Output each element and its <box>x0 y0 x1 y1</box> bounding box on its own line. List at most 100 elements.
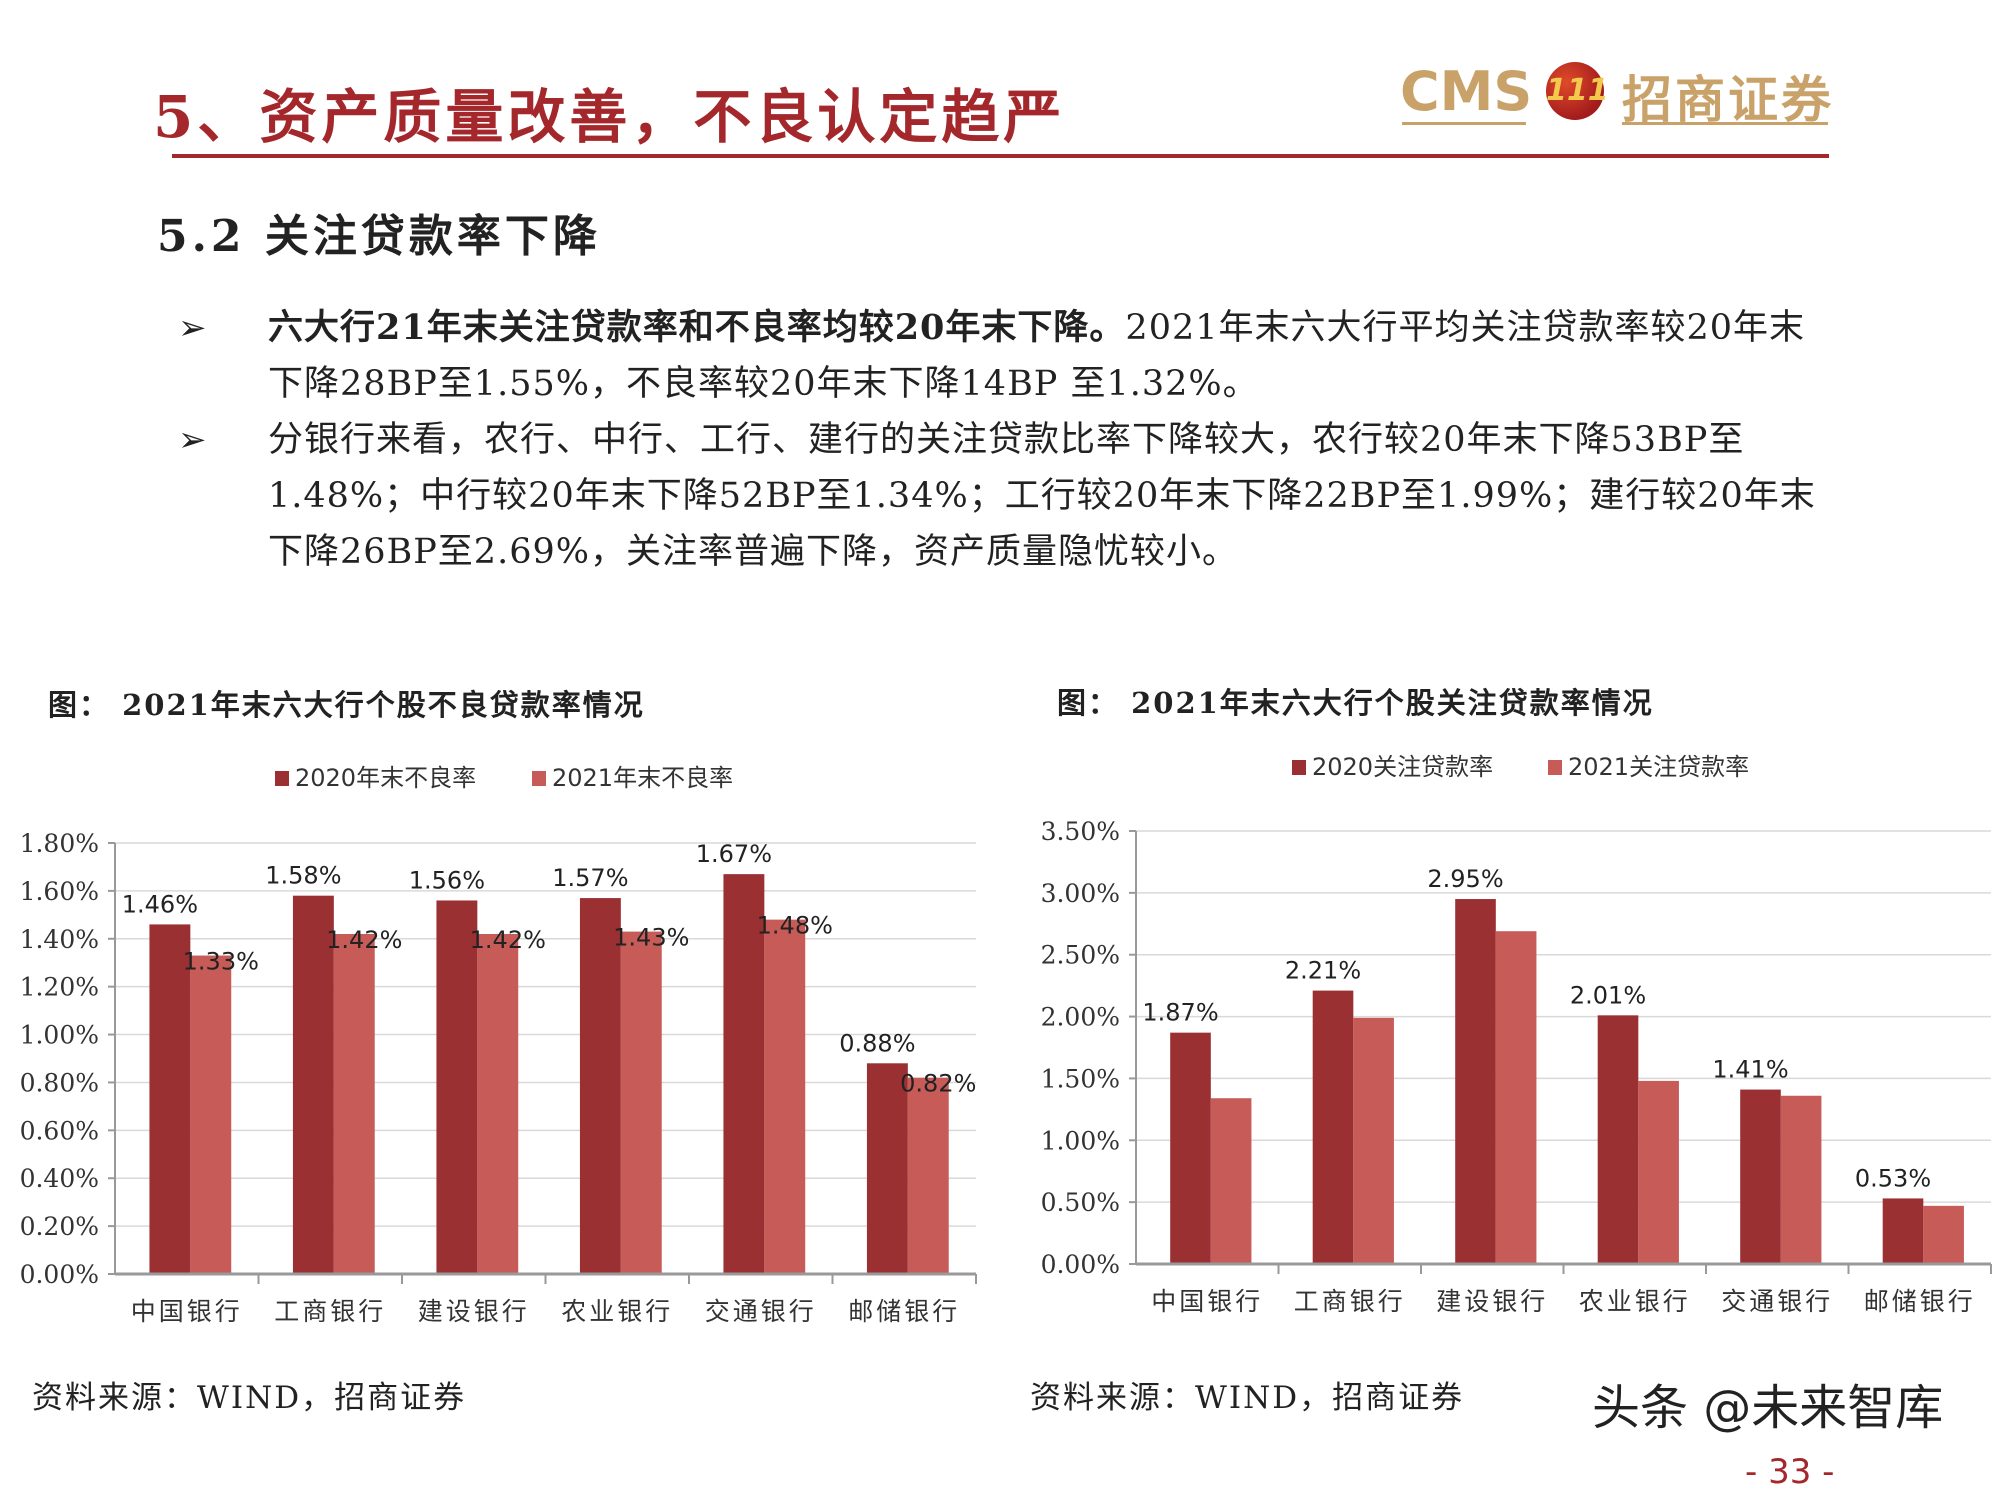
bar-2020 <box>1170 1032 1211 1264</box>
bar-2020 <box>1740 1089 1781 1264</box>
page-title: 5、资产质量改善，不良认定趋严 <box>153 83 1066 151</box>
bar-2021 <box>1780 1095 1822 1264</box>
bullet-text: 分银行来看，农行、中行、工行、建行的关注贷款比率下降较大，农行较20年末下降53… <box>268 420 1816 572</box>
data-label: 1.46% <box>122 890 198 918</box>
bullet-text: 2021年末六大行平均关注贷款率较20年末下降28BP至1.55%，不良率较20… <box>268 308 1806 404</box>
data-label: 2.21% <box>1285 957 1361 985</box>
bullet-list: ➢ 六大行21年末关注贷款率和不良率均较20年末下降。2021年末六大行平均关注… <box>178 300 1828 580</box>
data-label: 0.53% <box>1855 1164 1931 1192</box>
y-tick-label: 1.60% <box>20 877 99 906</box>
legend-swatch <box>1292 760 1306 775</box>
x-tick-label: 建设银行 <box>418 1297 530 1326</box>
data-label: 1.42% <box>470 926 546 954</box>
legend-swatch <box>275 771 289 786</box>
bar-2020 <box>866 1063 908 1274</box>
y-tick-label: 0.00% <box>1041 1250 1120 1279</box>
bullet-bold: 六大行21年末关注贷款率和不良率均较20年末下降。 <box>268 307 1126 348</box>
y-tick-label: 0.40% <box>20 1164 99 1193</box>
arrowhead-icon: ➢ <box>178 308 207 348</box>
data-label: 1.67% <box>696 840 772 868</box>
y-tick-label: 0.60% <box>20 1116 99 1145</box>
legend-swatch <box>532 771 546 786</box>
data-label: 1.87% <box>1142 999 1218 1027</box>
legend-label: 2021关注贷款率 <box>1568 753 1749 781</box>
data-label: 1.33% <box>183 948 259 976</box>
special-mention-ratio-chart: 0.00% 0.50% 1.00% 1.50% 2.00% 2.50% 3.00% 3.50%… <box>1041 753 1992 1316</box>
cms-logo: CMS 111 招商证券 <box>1400 60 1831 130</box>
bar-2021 <box>333 933 375 1274</box>
chart-title-npl: 图： 2021年末六大行个股不良贷款率情况 <box>48 688 645 722</box>
bar-2020 <box>149 924 191 1274</box>
y-tick-label: 0.00% <box>20 1260 99 1289</box>
x-tick-label: 交通银行 <box>705 1297 817 1326</box>
legend-label: 2020关注贷款率 <box>1312 753 1493 781</box>
bar-2020 <box>292 895 334 1274</box>
y-tick-label: 1.40% <box>20 925 99 954</box>
watermark: 头条 @未来智库 <box>1592 1380 1944 1436</box>
data-label: 0.88% <box>839 1029 915 1057</box>
bullet-paragraph: 六大行21年末关注贷款率和不良率均较20年末下降。2021年末六大行平均关注贷款… <box>268 300 1828 412</box>
bar-2021 <box>907 1077 949 1274</box>
section-title: 5.2 关注贷款率下降 <box>157 211 601 262</box>
npl-ratio-chart: 0.00% 0.20% 0.40% 0.60% 0.80% 1.00% 1.20% 1.40%… <box>20 764 977 1326</box>
x-tick-label: 邮储银行 <box>1864 1287 1976 1316</box>
x-tick-label: 农业银行 <box>1579 1287 1691 1316</box>
source-note: 资料来源：WIND，招商证券 <box>32 1380 467 1416</box>
bar-2020 <box>1455 899 1496 1264</box>
bar-2021 <box>1638 1080 1679 1264</box>
data-label: 1.57% <box>552 864 628 892</box>
x-tick-label: 交通银行 <box>1721 1287 1833 1316</box>
legend-label: 2020年末不良率 <box>295 764 476 792</box>
x-tick-label: 工商银行 <box>1294 1287 1406 1316</box>
y-tick-label: 2.00% <box>1041 1003 1120 1032</box>
y-tick-label: 2.50% <box>1041 941 1120 970</box>
bar-2021 <box>190 955 232 1274</box>
y-tick-label: 0.20% <box>20 1212 99 1241</box>
bar-2021 <box>1495 931 1537 1264</box>
y-tick-label: 1.20% <box>20 973 99 1002</box>
x-tick-label: 建设银行 <box>1436 1287 1548 1316</box>
bar-2021 <box>477 933 519 1274</box>
source-note: 资料来源：WIND，招商证券 <box>1030 1380 1465 1416</box>
y-tick-label: 1.00% <box>20 1021 99 1050</box>
bullet-item: ➢ 分银行来看，农行、中行、工行、建行的关注贷款比率下降较大，农行较20年末下降… <box>178 412 1828 580</box>
data-label: 1.48% <box>757 912 833 940</box>
chart-title-special-mention: 图： 2021年末六大行个股关注贷款率情况 <box>1057 686 1654 720</box>
x-tick-label: 邮储银行 <box>848 1297 960 1326</box>
y-tick-label: 0.80% <box>20 1068 99 1097</box>
title-divider <box>172 154 1829 158</box>
page-number: - 33 - <box>1745 1452 1835 1492</box>
legend-label: 2021年末不良率 <box>552 764 733 792</box>
y-tick-label: 1.80% <box>20 829 99 858</box>
data-label: 0.82% <box>900 1070 976 1098</box>
logo-chinese: 招商证券 <box>1622 70 1834 129</box>
y-tick-label: 1.00% <box>1041 1126 1120 1155</box>
data-label: 2.01% <box>1570 981 1646 1009</box>
logo-latin: CMS <box>1400 60 1533 123</box>
bar-2021 <box>764 919 806 1274</box>
arrowhead-icon: ➢ <box>178 420 207 460</box>
bar-2021 <box>620 931 662 1274</box>
bullet-paragraph: 分银行来看，农行、中行、工行、建行的关注贷款比率下降较大，农行较20年末下降53… <box>268 412 1828 580</box>
data-label: 1.56% <box>409 866 485 894</box>
bullet-item: ➢ 六大行21年末关注贷款率和不良率均较20年末下降。2021年末六大行平均关注… <box>178 300 1828 412</box>
x-tick-label: 中国银行 <box>131 1297 243 1326</box>
bar-2020 <box>723 874 765 1274</box>
bar-2021 <box>1353 1017 1394 1264</box>
bar-2021 <box>1923 1205 1964 1264</box>
logo-underline <box>1622 122 1828 125</box>
data-label: 1.42% <box>326 926 402 954</box>
legend-swatch <box>1548 760 1562 775</box>
bar-2020 <box>1882 1198 1924 1264</box>
x-tick-label: 农业银行 <box>561 1297 673 1326</box>
data-label: 1.41% <box>1712 1056 1788 1084</box>
bar-2021 <box>1210 1098 1252 1264</box>
bar-2020 <box>1597 1015 1639 1264</box>
bar-2020 <box>579 898 621 1274</box>
bar-2020 <box>436 900 478 1274</box>
x-tick-label: 中国银行 <box>1151 1287 1263 1316</box>
logo-emblem-icon: 111 <box>1546 62 1609 120</box>
y-tick-label: 0.50% <box>1041 1188 1120 1217</box>
bar-2020 <box>1312 990 1354 1264</box>
x-tick-label: 工商银行 <box>274 1297 386 1326</box>
